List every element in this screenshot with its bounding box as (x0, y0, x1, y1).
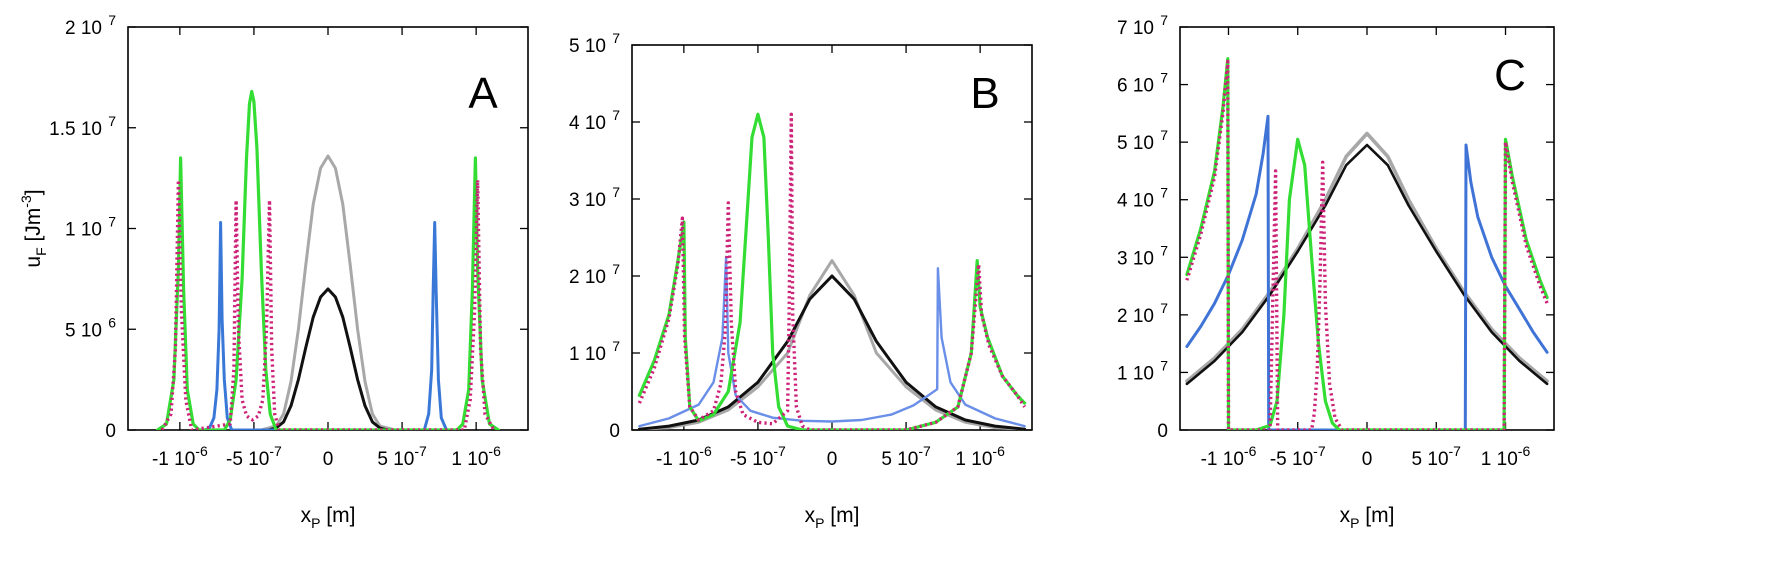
panel-label: B (970, 69, 999, 118)
y-tick-exponent: 7 (1160, 242, 1168, 258)
y-tick-label: 0 (105, 421, 116, 442)
y-tick-label: 0 (1157, 421, 1168, 442)
y-tick-label: 3 10 (569, 190, 606, 211)
x-tick-label: -1 10-6 (1201, 443, 1257, 470)
x-tick-label: 5 10-7 (377, 443, 427, 470)
x-tick-label: 1 10-6 (451, 443, 501, 470)
x-tick-label: -5 10-7 (730, 443, 786, 470)
x-tick-label: -1 10-6 (152, 443, 208, 470)
series-magenta (160, 178, 496, 430)
y-tick-exponent: 7 (612, 184, 620, 200)
y-tick-exponent: 7 (1160, 185, 1168, 201)
y-tick-label: 5 10 (1117, 133, 1154, 154)
y-tick-exponent: 7 (1160, 70, 1168, 86)
y-tick-label: 1 10 (1117, 363, 1154, 384)
series-black (267, 287, 389, 430)
x-tick-label: 5 10-7 (881, 443, 931, 470)
y-tick-label: 5 10 (65, 320, 102, 341)
series-green (156, 89, 500, 430)
y-tick-exponent: 7 (108, 113, 116, 129)
y-tick-exponent: 7 (108, 214, 116, 230)
y-tick-label: 7 10 (1117, 18, 1154, 39)
panel-b: -1 10-6 -5 10-7 0 5 10-7 1 10-6 0 1 10 7 2 10 7 3 … (569, 30, 1033, 531)
panel-label: A (468, 69, 498, 118)
y-tick-exponent: 7 (612, 30, 620, 46)
y-axis-label: uF [Jm-3] (18, 189, 49, 267)
panel-label: C (1494, 51, 1526, 100)
y-tick-label: 2 10 (569, 267, 606, 288)
y-tick-label: 1 10 (65, 220, 102, 241)
y-tick-exponent: 7 (612, 107, 620, 123)
panel-c: -1 10-6 -5 10-7 0 5 10-7 1 10-6 0 1 10 7 2 10 7 3 … (1117, 12, 1555, 531)
y-tick-label: 4 10 (1117, 191, 1154, 212)
series-magenta (637, 112, 1027, 430)
x-axis-label: xP [m] (301, 504, 356, 531)
x-tick-label: -5 10-7 (226, 443, 282, 470)
panel-a: -1 10-6 -5 10-7 0 5 10-7 1 10-6 0 5 10 6 1 10 7 1.… (18, 12, 529, 531)
series-blue (203, 221, 448, 430)
y-tick-label: 0 (609, 421, 620, 442)
series-blue (1185, 114, 1549, 430)
series-green (637, 112, 1027, 430)
y-tick-label: 5 10 (569, 36, 606, 57)
x-tick-label: 5 10-7 (1412, 443, 1462, 470)
y-tick-exponent: 7 (612, 338, 620, 354)
series-magenta (1185, 59, 1549, 430)
x-tick-label: 0 (827, 449, 838, 470)
y-tick-label: 1.5 10 (49, 119, 102, 140)
y-tick-label: 3 10 (1117, 248, 1154, 269)
y-tick-exponent: 6 (108, 314, 116, 330)
x-axis-label: xP [m] (1340, 504, 1395, 531)
y-tick-exponent: 7 (1160, 127, 1168, 143)
x-tick-label: 1 10-6 (1481, 443, 1531, 470)
y-tick-label: 1 10 (569, 344, 606, 365)
series-blue (638, 255, 1026, 428)
series-black (1185, 143, 1549, 386)
series-group (1185, 57, 1549, 430)
series-gray (245, 154, 411, 430)
y-tick-label: 2 10 (1117, 306, 1154, 327)
x-axis-label: xP [m] (805, 504, 860, 531)
y-tick-label: 2 10 (65, 18, 102, 39)
series-group (637, 112, 1027, 430)
y-tick-exponent: 7 (1160, 300, 1168, 316)
y-tick-exponent: 7 (1160, 12, 1168, 28)
y-tick-exponent: 7 (108, 12, 116, 28)
x-tick-label: 0 (1362, 449, 1373, 470)
y-tick-exponent: 7 (612, 261, 620, 277)
y-tick-label: 4 10 (569, 113, 606, 134)
y-tick-label: 6 10 (1117, 76, 1154, 97)
y-tick-exponent: 7 (1160, 357, 1168, 373)
x-tick-label: 1 10-6 (955, 443, 1005, 470)
x-tick-label: -5 10-7 (1270, 443, 1326, 470)
x-tick-label: -1 10-6 (656, 443, 712, 470)
series-gray (1185, 131, 1549, 383)
series-group (156, 89, 500, 430)
series-gray (637, 259, 1027, 430)
x-tick-label: 0 (323, 449, 334, 470)
